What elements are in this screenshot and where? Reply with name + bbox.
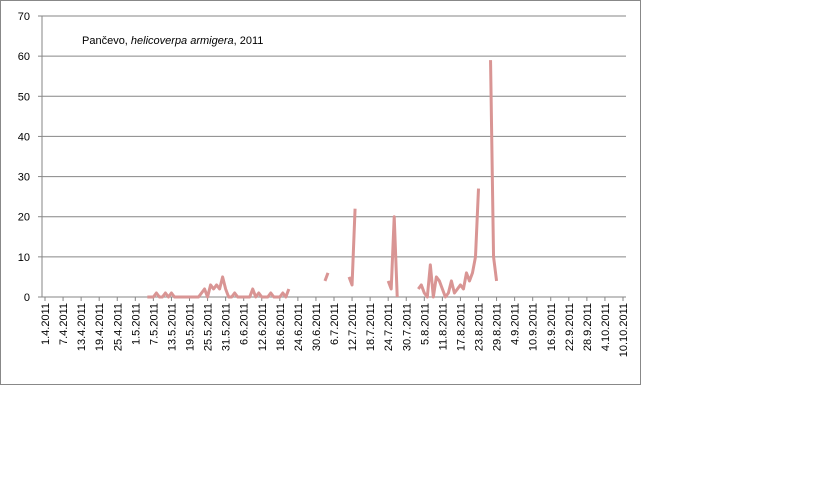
x-tick-label: 31.5.2011	[221, 303, 233, 351]
y-tick-label: 40	[18, 131, 30, 143]
x-tick-label: 12.7.2011	[347, 303, 359, 351]
x-tick-label: 10.10.2011	[618, 303, 630, 357]
x-tick-label: 19.5.2011	[185, 303, 197, 351]
x-tick-label: 13.5.2011	[166, 303, 178, 351]
y-tick-label: 20	[18, 212, 30, 224]
y-tick-label: 0	[24, 292, 30, 304]
data-line	[147, 60, 499, 299]
x-tick-label: 18.6.2011	[275, 303, 287, 351]
y-tick-label: 60	[18, 51, 30, 63]
title-part: Pančevo,	[82, 35, 131, 47]
x-tick-label: 19.4.2011	[94, 303, 106, 351]
title-part: , 2011	[234, 35, 264, 47]
x-tick-label: 30.7.2011	[401, 303, 413, 351]
x-tick-label: 1.4.2011	[40, 303, 52, 345]
x-tick-label: 30.6.2011	[311, 303, 323, 351]
x-tick-label: 6.6.2011	[239, 303, 251, 345]
x-tick-label: 28.9.2011	[582, 303, 594, 351]
x-tick-label: 4.10.2011	[600, 303, 612, 351]
y-tick-label: 50	[18, 91, 30, 103]
y-tick-label: 10	[18, 252, 30, 264]
x-tick-label: 29.8.2011	[492, 303, 504, 351]
x-tick-label: 25.4.2011	[112, 303, 124, 351]
x-tick-label: 1.5.2011	[130, 303, 142, 345]
x-tick-label: 25.5.2011	[203, 303, 215, 351]
y-tick-label: 30	[18, 172, 30, 184]
x-tick-label: 11.8.2011	[437, 303, 449, 350]
chart-title: Pančevo, helicoverpa armigera, 2011	[82, 35, 263, 47]
x-tick-label: 7.5.2011	[148, 303, 160, 345]
x-tick-label: 10.9.2011	[528, 303, 540, 351]
x-tick-label: 24.6.2011	[293, 303, 305, 351]
x-tick-label: 22.9.2011	[564, 303, 576, 351]
x-tick-label: 13.4.2011	[76, 303, 88, 351]
x-tick-label: 23.8.2011	[474, 303, 486, 351]
x-tick-label: 12.6.2011	[257, 303, 269, 351]
x-tick-label: 24.7.2011	[383, 303, 395, 351]
title-part: helicoverpa armigera	[131, 35, 234, 47]
x-tick-label: 18.7.2011	[365, 303, 377, 351]
x-tick-label: 7.4.2011	[58, 303, 70, 345]
x-tick-label: 17.8.2011	[455, 303, 467, 351]
x-tick-label: 4.9.2011	[510, 303, 522, 345]
y-tick-label: 70	[18, 11, 30, 23]
x-tick-label: 6.7.2011	[329, 303, 341, 345]
chart-frame	[0, 0, 641, 385]
x-tick-label: 16.9.2011	[546, 303, 558, 351]
x-tick-label: 5.8.2011	[419, 303, 431, 345]
